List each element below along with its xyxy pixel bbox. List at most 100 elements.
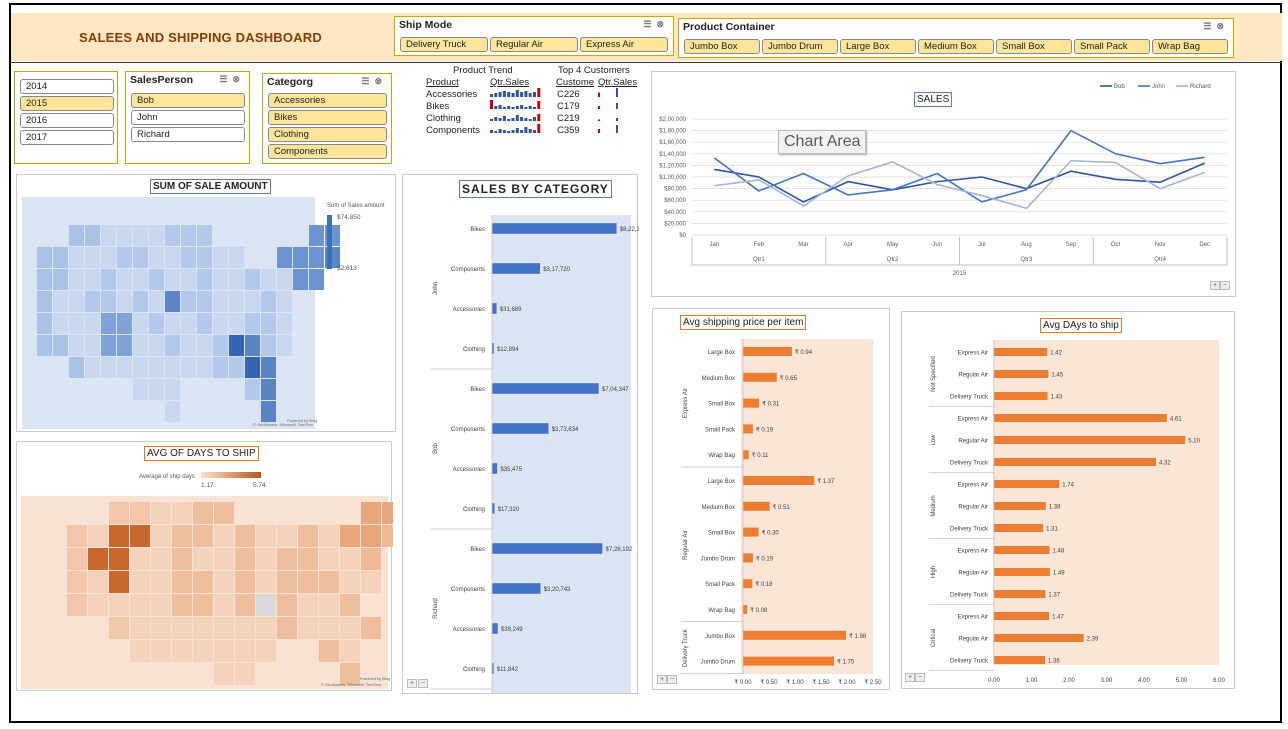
state-tile (197, 247, 212, 268)
expand-button[interactable]: + (657, 675, 668, 684)
sparkline-bar (598, 92, 600, 97)
data-label: ₹ 1.37 (817, 478, 835, 485)
ship-mode-item[interactable]: Regular Air (490, 37, 578, 52)
category-item[interactable]: Accessories (268, 93, 387, 108)
group-label: Delivery Truck (683, 628, 689, 667)
state-tile (309, 269, 324, 290)
data-label: ₹ 0.65 (780, 375, 798, 382)
state-tile (256, 571, 276, 593)
bar (491, 502, 495, 515)
state-tile (69, 269, 84, 290)
state-tile (256, 640, 276, 662)
x-tick-label: ₹ 2.50 (864, 679, 882, 686)
state-tile (133, 225, 148, 246)
multi-select-icon[interactable]: ☰ (361, 76, 375, 86)
sparkline-bar (494, 131, 498, 133)
salesperson-item[interactable]: Bob (131, 93, 245, 108)
expand-button[interactable]: + (905, 673, 916, 682)
clear-filter-icon[interactable]: ⊗ (1216, 21, 1229, 31)
state-tile (85, 357, 100, 378)
avg-days-panel[interactable]: Avg DAys to ship Express Air 1.42 Regular … (901, 311, 1235, 689)
sparkline-bar (537, 101, 541, 109)
sparkline-bar (511, 93, 515, 97)
bar (743, 424, 753, 434)
salesperson-item[interactable]: John (131, 110, 245, 125)
state-tile (149, 357, 164, 378)
multi-select-icon[interactable]: ☰ (1203, 21, 1217, 31)
sales-line-panel[interactable]: SALES $0 $20,000 $40,000 $60,000 $80,000 $1,0… (651, 71, 1236, 297)
category-label: Large Box (708, 479, 735, 485)
clear-filter-icon[interactable]: ⊗ (656, 19, 669, 29)
avg-ship-price-panel[interactable]: Avg shipping price per item Large Box ₹ 0… (652, 308, 890, 690)
state-tile (277, 335, 292, 356)
state-tile (69, 335, 84, 356)
ship-mode-title: Ship Mode (399, 19, 453, 31)
days-map-panel[interactable]: AVG OF DAYS TO SHIP Average of ship days… (16, 441, 393, 691)
collapse-button[interactable]: − (418, 679, 429, 688)
salesperson-item[interactable]: Richard (131, 127, 245, 142)
product-container-item[interactable]: Jumbo Drum (762, 39, 838, 54)
sales-map-panel[interactable]: SUM OF SALE AMOUNT Sum of Sales amount $… (16, 174, 396, 432)
category-item[interactable]: Bikes (268, 110, 387, 125)
state-tile (101, 313, 116, 334)
x-tick-label: ₹ 1.00 (786, 679, 804, 686)
sparkline-bar (502, 107, 506, 109)
year-slicer: 2014 2015 2016 2017 (14, 71, 118, 164)
product-container-item[interactable]: Small Box (996, 39, 1072, 54)
category-label: Express Air (958, 615, 988, 621)
year-item[interactable]: 2014 (20, 79, 114, 94)
x-tick-label: Aug (1021, 242, 1032, 248)
clear-filter-icon[interactable]: ⊗ (232, 74, 245, 84)
product-container-item[interactable]: Small Pack (1074, 39, 1150, 54)
bar (743, 372, 777, 382)
x-tick-label: ₹ 0.50 (760, 679, 778, 686)
year-item[interactable]: 2015 (20, 96, 114, 111)
state-tile (319, 548, 339, 570)
collapse-button[interactable]: − (1220, 281, 1231, 290)
sparkline-bar (528, 106, 532, 109)
ship-mode-item[interactable]: Delivery Truck (400, 37, 488, 52)
state-tile (229, 291, 244, 312)
year-item[interactable]: 2017 (20, 130, 114, 145)
product-container-item[interactable]: Medium Box (918, 39, 994, 54)
state-tile (213, 313, 228, 334)
data-label: ₹ 0.30 (762, 530, 780, 537)
product-container-item[interactable]: Jumbo Box (684, 39, 760, 54)
expand-button[interactable]: + (1210, 281, 1221, 290)
expand-button[interactable]: + (407, 679, 418, 688)
sales-by-category-panel[interactable]: SALES BY CATEGORY Bikes $8,22,206 Componen… (402, 174, 639, 694)
data-label: 1.48 (1053, 549, 1065, 555)
state-tile (101, 291, 116, 312)
product-container-item[interactable]: Wrap Bag (1152, 39, 1228, 54)
state-tile (229, 335, 244, 356)
state-tile (109, 617, 129, 639)
category-label: Clothing (463, 667, 485, 673)
ship-mode-item[interactable]: Express Air (580, 37, 668, 52)
state-tile (151, 640, 171, 662)
category-item[interactable]: Components (268, 144, 387, 159)
category-item[interactable]: Clothing (268, 127, 387, 142)
year-item[interactable]: 2016 (20, 113, 114, 128)
avg-days-title: Avg DAys to ship (1040, 318, 1122, 333)
collapse-button[interactable]: − (915, 673, 926, 682)
multi-select-icon[interactable]: ☰ (219, 74, 233, 84)
product-container-item[interactable]: Large Box (840, 39, 916, 54)
category-label: Wrap Bag (708, 608, 735, 614)
x-tick-label: Mar (798, 242, 808, 248)
state-tile (261, 269, 276, 290)
state-tile (213, 335, 228, 356)
data-label: 2.39 (1087, 637, 1099, 643)
y-tick-label: $2,00,000 (659, 117, 686, 123)
sparkline-bar (598, 119, 600, 121)
multi-select-icon[interactable]: ☰ (643, 19, 657, 29)
state-tile (214, 640, 234, 662)
state-tile (245, 335, 260, 356)
state-tile (69, 291, 84, 312)
category-label: Accessories (453, 467, 485, 473)
collapse-button[interactable]: − (667, 675, 678, 684)
bar (743, 656, 834, 666)
clear-filter-icon[interactable]: ⊗ (374, 76, 387, 86)
avg-days-chart: Express Air 1.42 Regular Air 1.45 Delivery T… (929, 340, 1225, 684)
state-tile (117, 291, 132, 312)
state-tile (340, 548, 360, 570)
